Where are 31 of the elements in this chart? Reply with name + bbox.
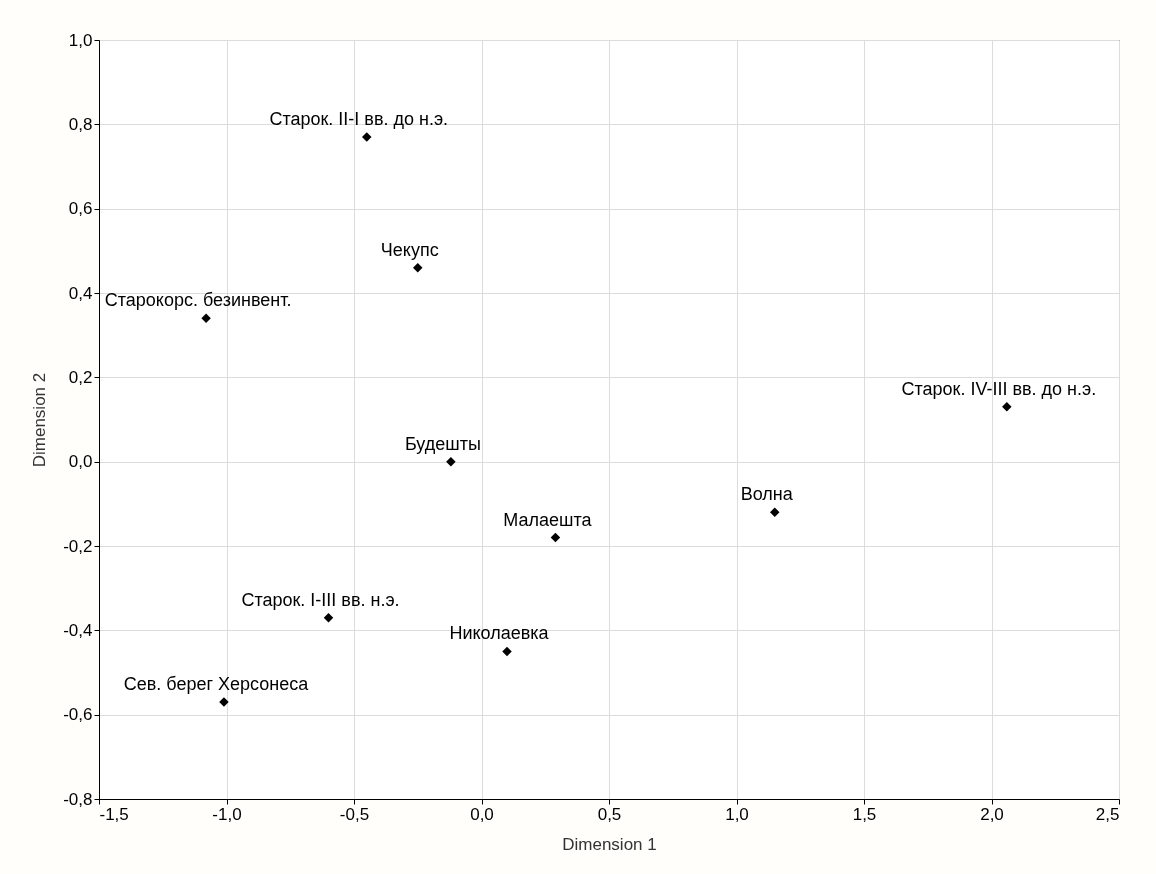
y-tick-label: 0,2 <box>68 367 93 387</box>
x-tick-label: -1,0 <box>212 804 242 824</box>
y-tick-label: 0,0 <box>68 452 93 472</box>
x-tick-label: -1,5 <box>99 804 129 824</box>
annotation: Старок. I-III вв. н.э. <box>241 589 400 610</box>
y-tick-label: -0,2 <box>63 536 93 556</box>
y-tick-label: 0,4 <box>68 283 93 303</box>
annotation: Малаешта <box>503 509 593 530</box>
y-axis-title: Dimension 2 <box>30 372 50 468</box>
x-tick-label: -0,5 <box>339 804 370 824</box>
y-tick-label: -0,4 <box>63 620 93 640</box>
x-tick-label: 1,5 <box>852 804 877 824</box>
y-tick-label: 0,8 <box>68 114 93 134</box>
annotation: Волна <box>740 484 794 505</box>
x-tick-label: 1,0 <box>725 804 749 824</box>
annotation: Старок. IV-III вв. до н.э. <box>901 378 1097 399</box>
annotation: Чекупс <box>380 239 439 260</box>
x-tick-label: 0,5 <box>597 804 622 824</box>
y-tick-label: -0,6 <box>63 705 93 725</box>
x-tick-label: 2,0 <box>980 804 1004 824</box>
x-axis-title: Dimension 1 <box>562 834 657 854</box>
x-tick-label: 2,5 <box>1095 804 1120 824</box>
annotation: Николаевка <box>449 623 550 644</box>
annotation: Старокорс. безинвент. <box>104 290 292 311</box>
y-tick-label: -0,8 <box>63 789 93 809</box>
annotation: Сев. берег Херсонеса <box>123 674 310 695</box>
y-tick-label: 0,6 <box>68 199 93 219</box>
annotation: Старок. II-I вв. до н.э. <box>269 108 449 129</box>
x-tick-label: 0,0 <box>470 804 494 824</box>
y-tick-label: 1,0 <box>68 30 93 50</box>
annotation: Будешты <box>404 433 481 454</box>
